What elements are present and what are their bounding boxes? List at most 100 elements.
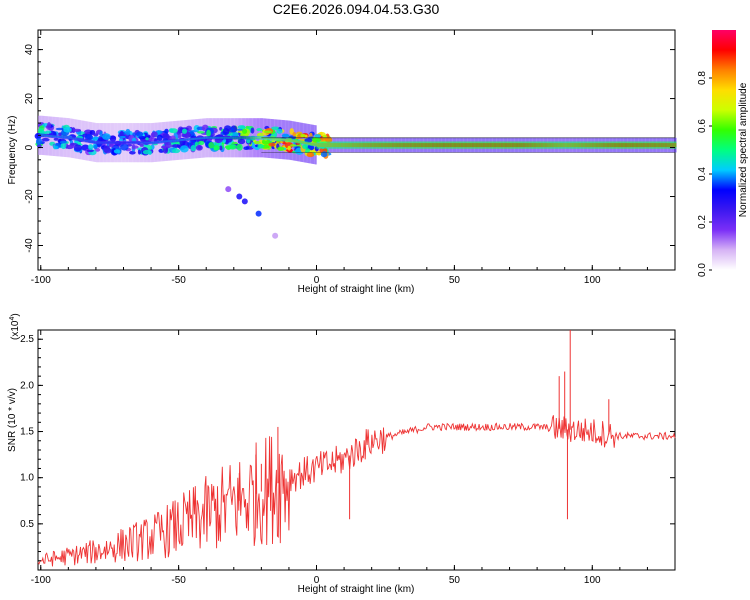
heatmap-ridge-edge — [138, 140, 141, 145]
heatmap-ridge-edge — [553, 141, 556, 149]
heatmap-ridge-edge — [521, 141, 524, 149]
heatmap-ridge-edge — [625, 141, 627, 149]
heatmap-ridge-edge — [472, 141, 474, 149]
heatmap-ridge-edge — [109, 140, 112, 145]
heatmap-ridge-edge — [308, 141, 310, 146]
spectrogram-heatmap — [34, 115, 677, 239]
heatmap-cell — [139, 143, 145, 147]
heatmap-ridge-edge — [360, 141, 363, 149]
heatmap-ridge-edge — [444, 141, 447, 149]
heatmap-cell — [129, 150, 136, 155]
heatmap-cell — [136, 131, 144, 137]
heatmap-ridge-edge — [334, 141, 336, 149]
heatmap-ridge-edge — [413, 141, 415, 149]
heatmap-ridge-edge — [559, 141, 561, 149]
heatmap-ridge-edge — [586, 141, 589, 149]
heatmap-ridge-edge — [436, 141, 438, 149]
heatmap-ridge-edge — [320, 141, 323, 149]
heatmap-ridge-edge — [557, 141, 560, 149]
heatmap-ridge-edge — [590, 141, 593, 149]
heatmap-ridge-edge — [458, 141, 460, 149]
heatmap-ridge-edge — [61, 135, 63, 139]
heatmap-cell — [181, 128, 188, 134]
heatmap-ridge-edge — [62, 135, 65, 140]
heatmap-cell — [93, 133, 99, 137]
heatmap-ridge-edge — [618, 141, 620, 149]
heatmap-ridge-edge — [344, 141, 346, 149]
heatmap-ridge-edge — [259, 135, 262, 140]
heatmap-ridge-edge — [208, 135, 211, 140]
heatmap-cell — [243, 146, 250, 151]
heatmap-cell — [256, 128, 263, 132]
heatmap-ridge-edge — [116, 140, 118, 145]
heatmap-ridge-edge — [291, 138, 294, 143]
heatmap-cell — [35, 137, 43, 146]
heatmap-ridge-edge — [315, 143, 317, 147]
heatmap-ridge-edge — [475, 141, 477, 149]
heatmap-ridge-edge — [228, 135, 230, 140]
heatmap-ridge-edge — [461, 141, 463, 149]
heatmap-ridge-edge — [101, 140, 103, 145]
heatmap-ridge-edge — [534, 141, 536, 149]
heatmap-ridge-edge — [54, 134, 56, 139]
heatmap-ridge-edge — [399, 141, 401, 149]
heatmap-ridge-edge — [373, 141, 375, 149]
heatmap-ridge-edge — [64, 135, 66, 140]
heatmap-ridge-edge — [468, 141, 470, 149]
heatmap-ridge-edge — [652, 141, 655, 149]
snr-ytick-label: 2.0 — [20, 380, 34, 391]
heatmap-ridge-edge — [623, 141, 626, 149]
heatmap-ridge-edge — [593, 141, 596, 149]
heatmap-ridge-edge — [415, 141, 418, 149]
heatmap-cell — [254, 140, 261, 145]
heatmap-ridge-edge — [654, 141, 656, 149]
heatmap-ridge-edge — [282, 137, 284, 142]
heatmap-ridge-edge — [280, 137, 283, 142]
snr-ytick-label: 1.0 — [20, 473, 34, 484]
heatmap-ridge-edge — [430, 141, 433, 149]
heatmap-outlier — [255, 210, 262, 217]
heatmap-ridge-edge — [49, 134, 51, 138]
spectrogram-ylabel: Frequency (Hz) — [7, 116, 18, 185]
heatmap-ridge-edge — [43, 133, 45, 138]
heatmap-ridge-edge — [112, 140, 114, 145]
heatmap-ridge-edge — [153, 140, 156, 145]
heatmap-ridge-edge — [639, 141, 641, 149]
heatmap-ridge-edge — [317, 141, 320, 149]
heatmap-ridge-edge — [115, 140, 117, 145]
colorbar-tick-label: 0.4 — [697, 167, 708, 181]
heatmap-cell — [37, 128, 43, 133]
heatmap-cell — [311, 136, 321, 143]
heatmap-ridge-edge — [611, 141, 613, 149]
snr-axes: -100 -50 0 50 100 0.5 1.0 1.5 2.0 2.5 — [20, 330, 676, 586]
heatmap-ridge-edge — [142, 140, 145, 145]
heatmap-ridge-edge — [44, 133, 47, 138]
heatmap-ridge-edge — [108, 140, 110, 145]
heatmap-cell — [36, 144, 42, 148]
heatmap-ridge-edge — [273, 137, 276, 141]
heatmap-ridge-edge — [428, 141, 430, 149]
heatmap-ridge-edge — [204, 136, 207, 140]
snr-series-line — [37, 415, 676, 567]
snr-spikes — [238, 330, 610, 520]
heatmap-ridge-edge — [149, 140, 152, 145]
heatmap-ridge-edge — [134, 140, 136, 145]
heatmap-ridge-edge — [577, 141, 579, 149]
heatmap-ridge-edge — [499, 141, 502, 149]
heatmap-cell — [171, 148, 181, 154]
heatmap-ridge-edge — [131, 140, 134, 145]
heatmap-ridge-edge — [439, 141, 441, 149]
heatmap-ridge-edge — [331, 141, 334, 149]
heatmap-ridge-edge — [215, 135, 218, 140]
heatmap-ridge-edge — [60, 135, 62, 139]
heatmap-ridge-edge — [629, 141, 631, 149]
heatmap-ridge-edge — [328, 141, 331, 149]
heatmap-ridge-edge — [531, 141, 534, 149]
heatmap-ridge-edge — [400, 141, 403, 149]
heatmap-cell — [300, 133, 306, 138]
heatmap-ridge-edge — [277, 137, 280, 142]
heatmap-ridge-edge — [210, 135, 212, 140]
heatmap-ridge-edge — [527, 141, 529, 149]
heatmap-ridge-edge — [636, 141, 638, 149]
heatmap-ridge-edge — [141, 140, 143, 145]
